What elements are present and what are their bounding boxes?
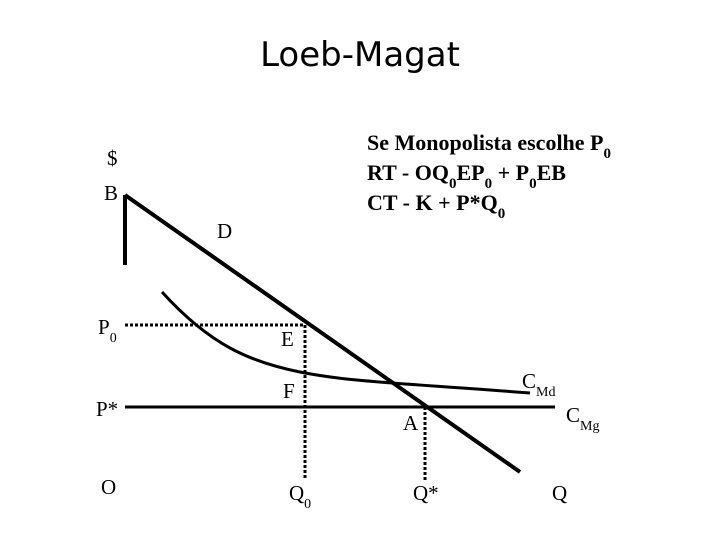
label-pstar: P*: [96, 397, 118, 421]
subscript: Md: [536, 385, 555, 400]
label-dollar: $: [107, 146, 118, 170]
label-a: A: [403, 411, 419, 435]
label-e: E: [281, 327, 294, 351]
subscript: Mg: [580, 419, 599, 434]
subscript: 0: [304, 497, 311, 512]
subscript: 0: [498, 206, 506, 222]
label-f: F: [283, 379, 295, 403]
text-part: C: [566, 403, 580, 427]
subscript: 0: [449, 176, 457, 192]
text-part: + P: [492, 160, 529, 185]
subscript: 0: [604, 146, 612, 162]
text-part: P*: [96, 397, 118, 421]
label-q: Q: [552, 481, 567, 505]
text-part: B: [104, 181, 118, 205]
text-part: D: [217, 219, 232, 243]
subscript: 0: [529, 176, 537, 192]
demand-line: [123, 193, 522, 474]
note-line: Se Monopolista escolhe P0: [367, 130, 611, 162]
label-b: B: [104, 181, 118, 205]
text-part: Q: [289, 481, 304, 505]
text-part: EB: [537, 160, 567, 185]
text-part: E: [281, 327, 294, 351]
subscript: 0: [110, 331, 117, 346]
text-part: RT - OQ: [367, 160, 449, 185]
note-line: RT - OQ0EP0 + P0EB: [367, 160, 566, 192]
note-line: CT - K + P*Q0: [367, 190, 505, 222]
title: Loeb-Magat: [260, 35, 460, 75]
cmd-curve: [160, 290, 531, 395]
label-d: D: [217, 219, 232, 243]
text-part: C: [522, 369, 536, 393]
subscript: 0: [485, 176, 493, 192]
text-part: Se Monopolista escolhe P: [367, 130, 604, 155]
label-qstar: Q*: [413, 481, 439, 505]
label-p0: P0: [98, 315, 117, 346]
text-part: O: [101, 475, 116, 499]
text-part: P: [98, 315, 110, 339]
text-part: CT - K + P*Q: [367, 190, 498, 215]
text-part: $: [107, 146, 118, 170]
text-part: F: [283, 379, 295, 403]
label-q0: Q0: [289, 481, 311, 512]
text-part: A: [403, 411, 419, 435]
text-part: Q*: [413, 481, 439, 505]
label-o: O: [101, 475, 116, 499]
text-part: Q: [552, 481, 567, 505]
text-part: EP: [456, 160, 484, 185]
label-cmg: CMg: [566, 403, 599, 434]
label-cmd: CMd: [522, 369, 555, 400]
